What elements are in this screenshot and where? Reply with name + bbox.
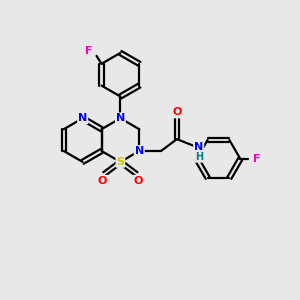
Text: F: F: [254, 154, 261, 164]
Text: S: S: [116, 157, 124, 167]
Text: O: O: [172, 107, 182, 117]
Text: O: O: [98, 176, 107, 186]
Text: N: N: [116, 113, 125, 123]
Text: H: H: [195, 152, 203, 162]
Text: O: O: [134, 176, 143, 186]
Text: N: N: [135, 146, 144, 156]
Text: F: F: [85, 46, 92, 56]
Text: N: N: [78, 113, 87, 123]
Text: N: N: [194, 142, 203, 152]
